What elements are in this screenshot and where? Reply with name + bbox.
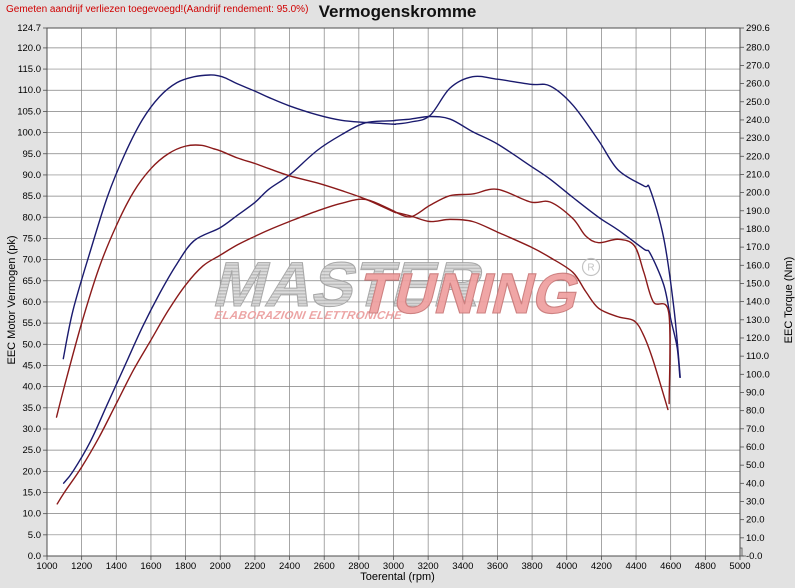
svg-text:120.0: 120.0 xyxy=(746,333,770,344)
svg-text:20.0: 20.0 xyxy=(746,515,765,526)
svg-text:250.0: 250.0 xyxy=(746,97,770,108)
svg-text:110.0: 110.0 xyxy=(746,351,769,362)
svg-text:210.0: 210.0 xyxy=(746,169,770,180)
svg-text:40.0: 40.0 xyxy=(23,382,42,393)
svg-text:240.0: 240.0 xyxy=(746,115,770,126)
svg-text:80.0: 80.0 xyxy=(23,212,42,223)
svg-text:120.0: 120.0 xyxy=(17,43,41,54)
svg-text:180.0: 180.0 xyxy=(746,224,770,235)
svg-text:140.0: 140.0 xyxy=(746,297,770,308)
svg-text:5.0: 5.0 xyxy=(28,530,41,541)
svg-text:50.0: 50.0 xyxy=(23,339,42,350)
svg-text:60.0: 60.0 xyxy=(23,297,42,308)
svg-text:110.0: 110.0 xyxy=(18,85,41,96)
svg-text:50.0: 50.0 xyxy=(746,460,765,471)
svg-text:170.0: 170.0 xyxy=(746,242,770,253)
svg-text:10.0: 10.0 xyxy=(23,509,42,520)
svg-text:230.0: 230.0 xyxy=(746,133,770,144)
svg-text:95.0: 95.0 xyxy=(23,149,42,160)
svg-text:30.0: 30.0 xyxy=(746,496,765,507)
svg-text:R: R xyxy=(587,263,594,274)
svg-text:45.0: 45.0 xyxy=(23,360,42,371)
svg-text:70.0: 70.0 xyxy=(23,255,42,266)
svg-text:75.0: 75.0 xyxy=(23,233,42,244)
svg-text:190.0: 190.0 xyxy=(746,206,770,217)
svg-text:55.0: 55.0 xyxy=(23,318,42,329)
svg-text:100.0: 100.0 xyxy=(746,369,770,380)
svg-text:220.0: 220.0 xyxy=(746,151,770,162)
svg-text:90.0: 90.0 xyxy=(746,387,765,398)
svg-text:40.0: 40.0 xyxy=(746,478,765,489)
svg-text:105.0: 105.0 xyxy=(17,106,41,117)
svg-text:70.0: 70.0 xyxy=(746,424,765,435)
svg-text:130.0: 130.0 xyxy=(746,315,770,326)
svg-text:100.0: 100.0 xyxy=(17,128,41,139)
svg-text:260.0: 260.0 xyxy=(746,79,770,90)
svg-text:65.0: 65.0 xyxy=(23,276,42,287)
svg-text:150.0: 150.0 xyxy=(746,278,770,289)
svg-text:85.0: 85.0 xyxy=(23,191,42,202)
svg-text:TUNING: TUNING xyxy=(353,263,587,326)
svg-text:90.0: 90.0 xyxy=(23,170,42,181)
svg-text:30.0: 30.0 xyxy=(23,424,42,435)
svg-text:270.0: 270.0 xyxy=(746,60,770,71)
svg-text:115.0: 115.0 xyxy=(18,64,41,75)
svg-text:160.0: 160.0 xyxy=(746,260,770,271)
svg-text:10.0: 10.0 xyxy=(746,533,765,544)
svg-text:25.0: 25.0 xyxy=(23,445,42,456)
svg-text:20.0: 20.0 xyxy=(23,466,42,477)
svg-text:35.0: 35.0 xyxy=(23,403,42,414)
svg-text:80.0: 80.0 xyxy=(746,406,765,417)
svg-text:60.0: 60.0 xyxy=(746,442,765,453)
svg-text:280.0: 280.0 xyxy=(746,42,770,53)
svg-text:200.0: 200.0 xyxy=(746,188,770,199)
svg-text:15.0: 15.0 xyxy=(23,487,42,498)
